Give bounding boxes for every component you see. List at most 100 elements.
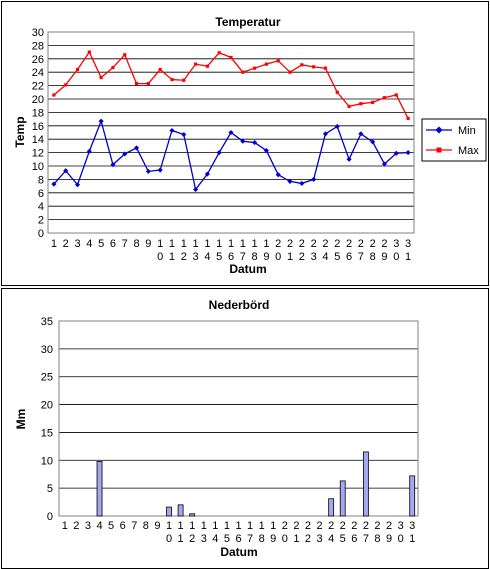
temperature-y-tick: 14	[32, 134, 44, 146]
precipitation-chart-title: Nederbörd	[209, 298, 270, 312]
precipitation-bars	[96, 451, 416, 517]
min-point	[252, 140, 258, 146]
max-point	[134, 81, 139, 86]
min-point	[169, 127, 175, 134]
min-point	[228, 129, 234, 136]
max-point	[264, 62, 269, 66]
precipitation-y-tick: 0	[47, 511, 53, 523]
temperature-series-lines	[53, 50, 409, 191]
temperature-y-tick: 24	[32, 67, 44, 79]
temperature-x-tick: 4	[86, 238, 92, 250]
min-point	[216, 150, 222, 156]
temperature-x-tick: 1	[51, 238, 57, 250]
min-point	[240, 138, 246, 144]
min-point	[311, 176, 317, 182]
max-point	[87, 50, 91, 54]
legend-min-marker	[435, 126, 443, 134]
temperature-y-tick: 28	[32, 40, 44, 52]
min-point	[74, 182, 81, 188]
precipitation-bar	[96, 460, 103, 517]
precipitation-bar	[177, 504, 184, 517]
precipitation-y-axis-label: Mm	[14, 409, 28, 430]
precipitation-y-tick: 10	[41, 455, 53, 467]
precipitation-x-tick: 5	[108, 520, 114, 532]
min-point	[299, 180, 305, 186]
temperature-y-tick: 22	[32, 81, 44, 93]
max-point	[382, 96, 387, 100]
max-point	[217, 51, 221, 55]
precipitation-x-tick: 4	[96, 520, 102, 532]
min-point	[63, 168, 69, 174]
precipitation-x-tick: 2	[73, 520, 79, 532]
precipitation-x-tick: 9	[154, 520, 160, 532]
temperature-x-tick: 5	[98, 238, 104, 250]
temperature-x-tick: 9	[145, 238, 151, 250]
temperature-x-tick: 7	[122, 238, 128, 250]
max-point	[253, 66, 257, 70]
max-point	[406, 116, 410, 121]
temperature-y-tick: 18	[32, 107, 44, 119]
legend-max-label: Max	[458, 145, 479, 157]
precipitation-x-tick: 3	[85, 520, 91, 532]
temperature-y-axis-label: Temp	[13, 116, 27, 147]
max-point	[371, 100, 375, 104]
min-point	[86, 148, 92, 154]
max-point	[193, 62, 198, 66]
max-point	[182, 78, 186, 82]
min-point	[287, 178, 293, 184]
max-point	[146, 81, 150, 86]
legend-max-marker	[436, 147, 442, 153]
precipitation-x-tick: 8	[143, 520, 149, 532]
temperature-y-tick: 30	[32, 27, 44, 39]
temperature-x-tick-labels: 1 2 3 4 5 6 7 8 9 1 01 11 21 31 41 51 61 71 81 92 02 12 22 32 42…	[51, 238, 411, 263]
precipitation-x-tick: 7	[131, 520, 137, 532]
max-point	[64, 83, 68, 87]
min-point	[110, 162, 116, 168]
max-point	[300, 63, 304, 67]
precipitation-bar	[328, 498, 335, 517]
temperature-x-tick: 2	[63, 238, 69, 250]
precipitation-y-tick-labels: 0 5 10 15 20 25 30 35	[41, 316, 53, 523]
precipitation-x-tick: 1	[62, 520, 68, 532]
min-point	[122, 151, 128, 157]
min-point	[381, 161, 388, 167]
precipitation-bar	[339, 480, 346, 517]
temperature-series-points	[51, 50, 411, 192]
temperature-chart-title: Temperatur	[215, 15, 280, 29]
precipitation-x-tick: 6	[120, 520, 126, 532]
min-point	[346, 156, 352, 162]
temperature-plot-area	[47, 31, 415, 234]
precipitation-bar	[362, 451, 369, 517]
max-point	[288, 70, 292, 74]
max-point	[335, 90, 339, 94]
min-point	[98, 118, 104, 124]
precipitation-bar	[409, 475, 416, 517]
max-point	[123, 53, 127, 57]
temperature-y-tick: 20	[32, 94, 44, 106]
